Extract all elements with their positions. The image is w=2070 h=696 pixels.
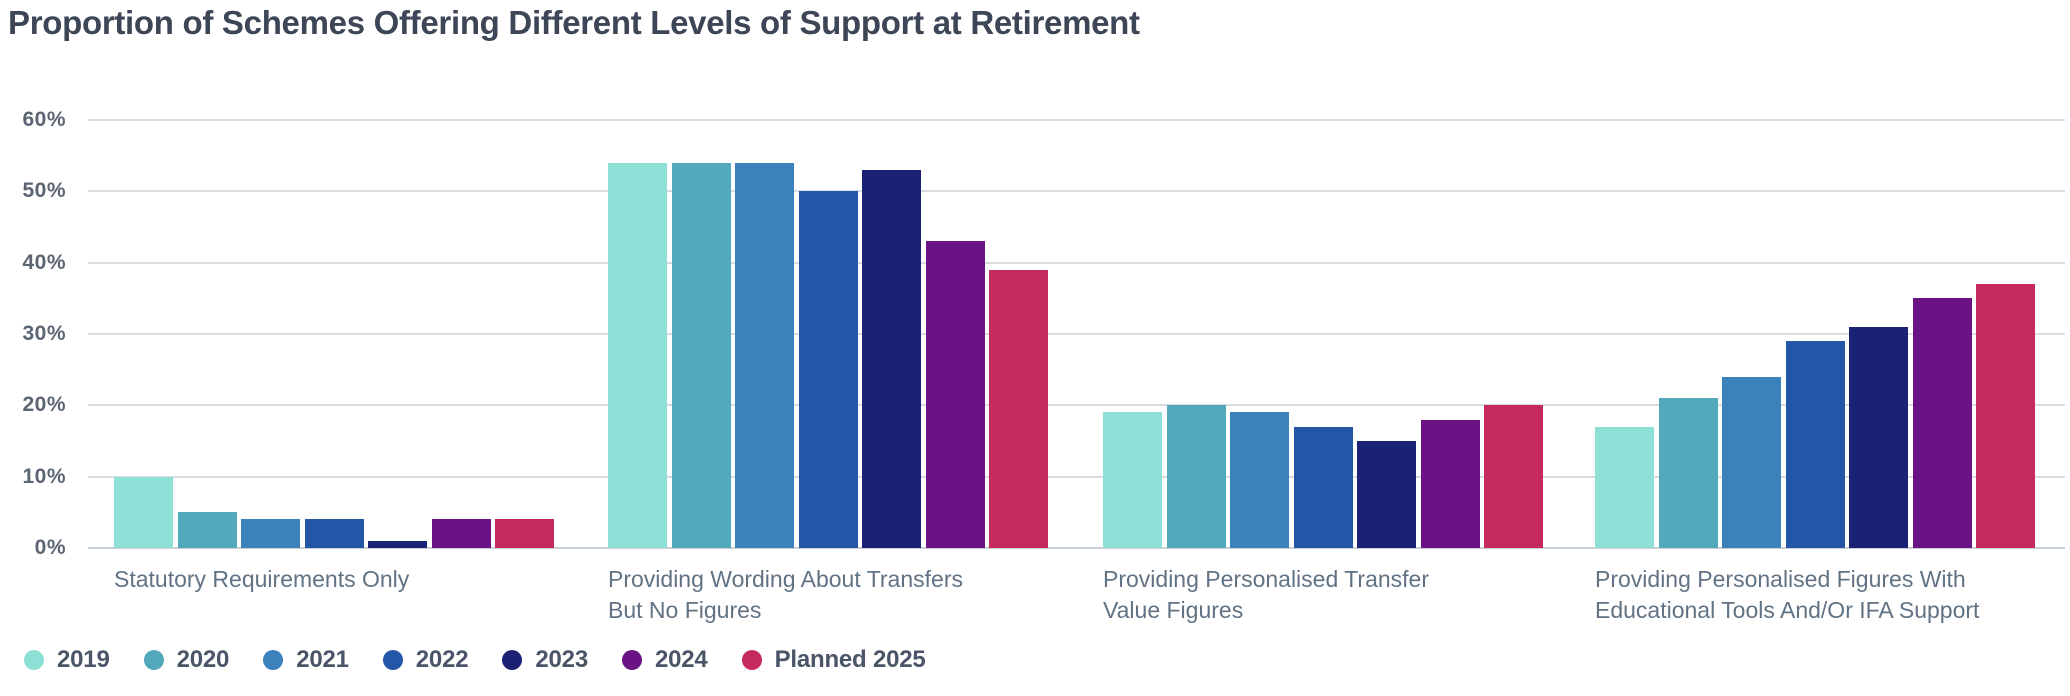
legend-item-2020: 2020 [143, 646, 230, 674]
gridline-60 [88, 119, 2065, 121]
legend-dot-icon [24, 650, 44, 670]
gridline-20 [88, 404, 2065, 407]
legend: 2019 2020 2021 2022 2023 2024 Planned 2025 [24, 646, 926, 674]
legend-item-2021: 2021 [263, 646, 349, 674]
bar-2021-group-2 [1230, 412, 1289, 548]
legend-label: 2024 [654, 646, 708, 673]
category-label-0: Statutory Requirements Only [114, 566, 410, 592]
gridline-40 [88, 261, 2065, 264]
bar-planned-2025-group-2 [1484, 405, 1543, 548]
plot-area [88, 119, 2065, 549]
gridline-0 [88, 547, 2065, 549]
legend-item-2023: 2023 [502, 646, 588, 674]
bar-2024-group-2 [1420, 419, 1480, 548]
bar-2020-group-1 [671, 162, 731, 548]
bar-2019-group-3 [1595, 426, 1654, 548]
gridline-50 [88, 190, 2065, 193]
bar-2024-group-1 [925, 241, 985, 548]
bar-2022-group-0 [304, 519, 364, 548]
legend-label: 2019 [57, 646, 110, 673]
category-label-1: Providing Wording About Transfers But No… [608, 566, 963, 623]
bar-2024-group-0 [431, 519, 491, 548]
bar-2024-group-3 [1912, 298, 1972, 548]
y-axis: 0% 10% 20% 30% 40% 50% 60% [0, 108, 66, 559]
y-tick-label: 60% [22, 108, 66, 131]
legend-label: 2020 [176, 646, 230, 673]
legend-item-planned-2025: Planned 2025 [741, 646, 926, 674]
gridline-10 [88, 475, 2065, 478]
y-tick-label: 50% [22, 179, 66, 203]
bar-2022-group-3 [1785, 341, 1845, 548]
bar-2023-group-0 [368, 540, 427, 548]
x-axis-category-labels: Statutory Requirements Only Providing Wor… [88, 564, 2065, 634]
bar-2019-group-0 [114, 476, 173, 548]
bar-2022-group-1 [798, 191, 858, 548]
legend-label: 2021 [296, 646, 349, 673]
bar-planned-2025-group-3 [1976, 284, 2035, 548]
legend-dot-icon [741, 650, 762, 670]
category-label-3: Providing Personalised Figures With Educ… [1595, 566, 1980, 623]
legend-dot-icon [143, 650, 164, 670]
legend-label: Planned 2025 [774, 646, 926, 673]
legend-item-2022: 2022 [382, 646, 469, 674]
bar-2021-group-3 [1722, 376, 1781, 548]
bar-2020-group-2 [1166, 405, 1226, 548]
legend-label: 2023 [535, 646, 588, 673]
bar-planned-2025-group-0 [495, 519, 554, 548]
legend-label: 2022 [415, 646, 469, 673]
bar-2023-group-3 [1849, 326, 1908, 548]
legend-dot-icon [263, 650, 284, 670]
bar-2019-group-2 [1103, 412, 1162, 548]
category-label-2: Providing Personalised Transfer Value Fi… [1103, 566, 1429, 623]
bar-2020-group-3 [1658, 398, 1718, 548]
legend-dot-icon [502, 650, 523, 670]
legend-dot-icon [382, 650, 403, 670]
bar-2023-group-1 [862, 169, 921, 548]
legend-item-2024: 2024 [621, 646, 708, 674]
y-tick-label: 30% [22, 322, 66, 345]
legend-item-2019: 2019 [24, 646, 110, 674]
chart-title: Proportion of Schemes Offering Different… [8, 4, 1140, 41]
y-tick-label: 10% [22, 464, 66, 488]
bar-planned-2025-group-1 [989, 269, 1048, 548]
bar-2021-group-1 [735, 162, 794, 548]
legend-dot-icon [621, 650, 642, 670]
y-tick-label: 40% [22, 250, 66, 274]
y-tick-label: 20% [22, 393, 66, 417]
y-tick-label: 0% [34, 536, 66, 559]
bar-2019-group-1 [608, 162, 667, 548]
gridline-30 [88, 333, 2065, 335]
bar-2022-group-2 [1293, 426, 1353, 548]
bar-2023-group-2 [1357, 441, 1416, 548]
bar-2021-group-0 [241, 519, 300, 548]
bar-2020-group-0 [177, 512, 237, 548]
